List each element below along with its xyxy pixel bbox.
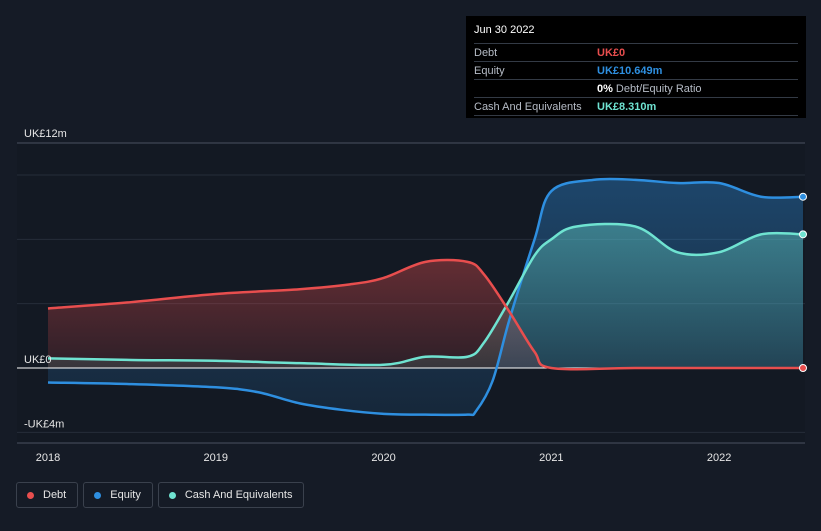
tooltip-row-cash: Cash And Equivalents UK£8.310m <box>474 97 798 116</box>
tooltip-cash-value: UK£8.310m <box>597 100 657 113</box>
y-tick-label-1: UK£0 <box>24 354 52 366</box>
legend-equity-dot-icon <box>94 491 102 499</box>
legend-cash-dot-icon <box>168 491 176 499</box>
end-marker-debt <box>799 364 807 372</box>
y-tick-label-2: -UK£4m <box>24 418 64 430</box>
end-marker-equity <box>799 192 807 201</box>
x-tick-label-2020: 2020 <box>371 452 395 464</box>
x-tick-label-2021: 2021 <box>539 452 563 464</box>
tooltip-row-ratio: 0% Debt/Equity Ratio <box>474 79 798 97</box>
legend-item-debt[interactable]: Debt <box>16 482 79 508</box>
legend-debt-label: Debt <box>43 489 67 501</box>
tooltip-debt-label: Debt <box>474 46 498 59</box>
legend-cash-label: Cash And Equivalents <box>184 489 293 501</box>
legend-item-equity[interactable]: Equity <box>83 482 153 508</box>
tooltip-equity-value: UK£10.649m <box>597 64 663 77</box>
tooltip-row-debt: Debt UK£0 <box>474 43 798 61</box>
legend-debt-dot-icon <box>27 491 34 499</box>
area-cash-and-equivalents <box>48 223 803 368</box>
tooltip-equity-label: Equity <box>474 64 505 77</box>
x-tick-label-2019: 2019 <box>204 452 228 464</box>
end-marker-cash-and-equivalents <box>799 230 807 239</box>
tooltip-ratio-label: Debt/Equity Ratio <box>615 82 702 95</box>
chart-legend: Debt Equity Cash And Equivalents <box>16 482 305 508</box>
tooltip-cash-label: Cash And Equivalents <box>474 100 582 113</box>
tooltip-debt-value: UK£0 <box>597 46 626 59</box>
x-tick-label-2018: 2018 <box>36 452 60 464</box>
chart-tooltip: Jun 30 2022 Debt UK£0 Equity UK£10.649m … <box>466 16 806 118</box>
line-debt <box>47 258 803 371</box>
line-equity <box>47 177 804 417</box>
y-tick-label-0: UK£12m <box>24 128 67 140</box>
tooltip-row-equity: Equity UK£10.649m <box>474 61 798 79</box>
x-tick-label-2022: 2022 <box>707 452 731 464</box>
tooltip-ratio-value: 0% <box>597 82 613 95</box>
line-cash-and-equivalents <box>47 222 804 367</box>
tooltip-date: Jun 30 2022 <box>474 24 535 36</box>
legend-item-cash[interactable]: Cash And Equivalents <box>157 482 305 508</box>
legend-equity-label: Equity <box>110 489 141 501</box>
area-debt <box>48 260 803 370</box>
